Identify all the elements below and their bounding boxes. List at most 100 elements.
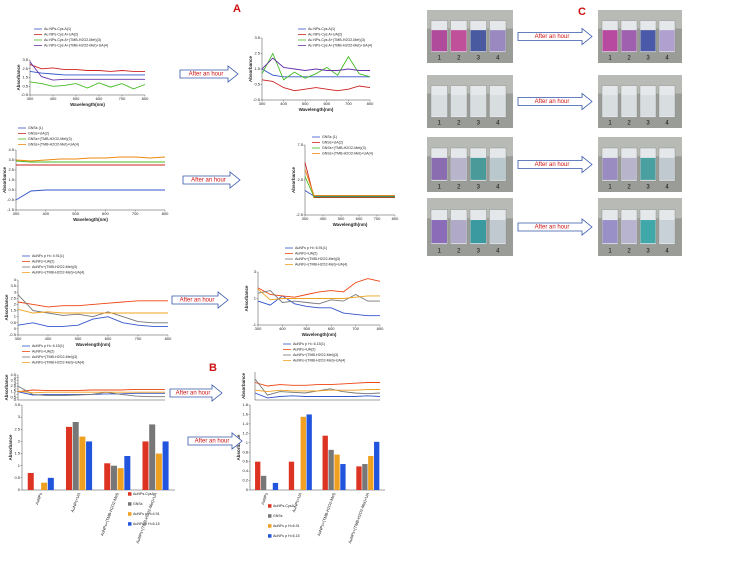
x-tick-label: 600 bbox=[356, 216, 363, 221]
x-tick-label: 700 bbox=[135, 336, 142, 341]
legend-label: AuNFs+(TMB-H2O2-Met)(3) bbox=[32, 265, 77, 269]
y-tick-label: -1 bbox=[252, 322, 256, 327]
x-tick-label: 500 bbox=[75, 336, 82, 341]
x-tick-label: 300 bbox=[255, 326, 262, 331]
x-tick-label: 500 bbox=[338, 216, 345, 221]
y-tick-label: -0.5 bbox=[253, 97, 261, 102]
y-tick-label: 0.5 bbox=[8, 187, 14, 192]
x-tick-label: 600 bbox=[105, 336, 112, 341]
y-tick-label: 2.5 bbox=[14, 426, 20, 431]
x-tick-label: 600 bbox=[328, 326, 335, 331]
vial-label: 4 bbox=[496, 56, 500, 62]
legend-label: GNSs (1) bbox=[322, 135, 337, 139]
vial-liquid bbox=[490, 157, 506, 180]
legend-label: AuNFs+(TMB-H2O2-Met)+UA(4) bbox=[32, 360, 84, 364]
x-tick-label: 800 bbox=[367, 101, 374, 106]
bar bbox=[79, 436, 86, 490]
series-line bbox=[261, 68, 370, 78]
series-line bbox=[304, 169, 395, 196]
x-tick-label: AuNPs+UA bbox=[291, 492, 303, 513]
y-tick-label: 0 bbox=[14, 397, 17, 402]
y-tick-label: 3.5 bbox=[254, 35, 260, 40]
bar bbox=[117, 468, 124, 490]
x-tick-label: 800 bbox=[377, 326, 384, 331]
vial-liquid bbox=[602, 220, 618, 244]
series-line bbox=[17, 308, 168, 314]
series-line bbox=[15, 156, 166, 162]
arrow bbox=[169, 384, 223, 402]
vial-label: 1 bbox=[438, 56, 442, 62]
y-tick-label: 1.2 bbox=[242, 430, 248, 435]
x-tick-label: 700 bbox=[352, 326, 359, 331]
legend-swatch bbox=[128, 502, 132, 506]
vial-liquid bbox=[451, 220, 467, 244]
legend-label: AuNFs+(TMB-H2O2-Met)(3) bbox=[32, 355, 77, 359]
vial-label: 2 bbox=[627, 185, 631, 191]
y-tick-label: 2 bbox=[14, 302, 17, 307]
y-tick-label: 2.5 bbox=[297, 177, 303, 182]
y-axis-title: Absorbance bbox=[248, 56, 253, 83]
legend-label: Au NPs-Cys A(1) bbox=[308, 27, 335, 31]
series-line bbox=[304, 176, 395, 198]
vial-liquid bbox=[451, 157, 467, 180]
arrow-label: After an hour bbox=[535, 162, 570, 168]
series-line bbox=[257, 288, 380, 301]
bar bbox=[104, 463, 111, 490]
bar bbox=[272, 482, 279, 490]
legend-label: AuNFs+(TMB-H2O2-Met)+UA(4) bbox=[32, 270, 84, 274]
bar bbox=[162, 441, 169, 490]
x-axis-title: Wavelength(nm) bbox=[76, 342, 111, 347]
vial-liquid bbox=[602, 95, 618, 117]
y-axis-title: Absorbance bbox=[4, 374, 9, 401]
x-tick-label: 500 bbox=[303, 326, 310, 331]
vial-liquid bbox=[640, 30, 656, 52]
vial-label: 2 bbox=[457, 56, 461, 62]
x-axis-title: Wavelength(nm) bbox=[73, 217, 108, 222]
arrow bbox=[517, 218, 593, 236]
vial-label: 3 bbox=[646, 121, 650, 127]
bar bbox=[374, 441, 380, 490]
x-axis-title: Wavelength(nm) bbox=[333, 222, 368, 227]
x-tick-label: 400 bbox=[279, 326, 286, 331]
y-tick-label: 1 bbox=[18, 463, 21, 468]
y-tick-label: 2 bbox=[14, 386, 17, 391]
x-tick-label: 500 bbox=[73, 96, 80, 101]
x-tick-label: 800 bbox=[142, 96, 149, 101]
x-tick-label: 700 bbox=[132, 211, 139, 216]
x-tick-label: AuNPs bbox=[260, 492, 269, 505]
series-line bbox=[261, 57, 370, 71]
legend-label: GNSs bbox=[133, 502, 143, 506]
y-tick-label: 1.6 bbox=[242, 412, 248, 417]
vial-liquid bbox=[470, 95, 486, 117]
vial-liquid bbox=[640, 157, 656, 180]
bar bbox=[72, 422, 79, 490]
series-line bbox=[29, 81, 146, 90]
vial-liquid bbox=[470, 220, 486, 244]
legend-label: Au NPs-Cys A+(TMB-H2O2-Met)+UA(4) bbox=[308, 43, 372, 47]
legend-label: GNSs+UA(2) bbox=[322, 140, 343, 144]
y-tick-label: 0.5 bbox=[14, 475, 20, 480]
bar bbox=[328, 449, 334, 490]
legend-label: Au NPs-Cys A+UA(2) bbox=[308, 32, 342, 36]
legend-label: AuNFs+UA(2) bbox=[32, 259, 54, 263]
vial-label: 2 bbox=[627, 56, 631, 62]
vial-liquid bbox=[621, 95, 637, 117]
vial-label: 1 bbox=[608, 185, 612, 191]
y-tick-label: 1.5 bbox=[10, 389, 16, 394]
vial-liquid bbox=[490, 95, 506, 117]
x-tick-label: 700 bbox=[374, 216, 381, 221]
x-tick-label: 700 bbox=[345, 101, 352, 106]
vial-label: 3 bbox=[477, 56, 481, 62]
y-tick-label: 0.5 bbox=[10, 320, 16, 325]
arrow bbox=[187, 432, 243, 450]
x-tick-label: 700 bbox=[119, 96, 126, 101]
x-tick-label: 300 bbox=[302, 216, 309, 221]
y-axis-title: Absorbance bbox=[241, 373, 246, 400]
legend-label: Au NPs-Cys A+(TMB-H2O2-Met)+UA(4) bbox=[44, 43, 108, 47]
legend-label: AuNFs p H= 6.15(1) bbox=[293, 342, 325, 346]
y-tick-label: 3.5 bbox=[10, 283, 16, 288]
legend-label: AuNPs-CysA bbox=[133, 492, 155, 496]
arrow bbox=[179, 65, 239, 83]
y-tick-label: 0.6 bbox=[242, 459, 248, 464]
